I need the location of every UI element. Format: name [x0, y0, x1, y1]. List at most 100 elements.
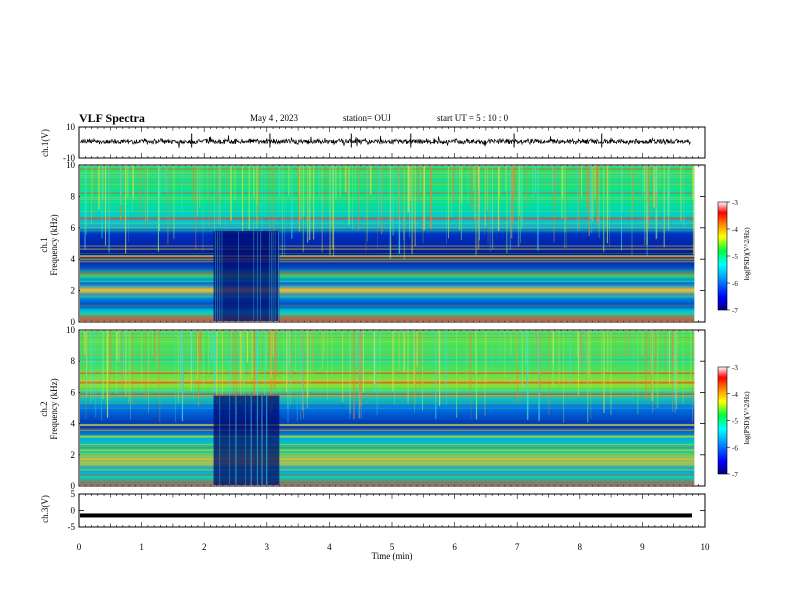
ch2-spectrogram-band	[80, 451, 695, 454]
ch2-spectrogram-streak	[548, 331, 550, 415]
ch1-spectrogram-band	[80, 211, 695, 212]
ch1-spectrogram-streak	[461, 166, 463, 203]
ch1-spectrogram-streak	[120, 166, 122, 205]
ch2-spectrogram-streak	[256, 331, 259, 422]
ch1-colorbar-tick-label: -6	[732, 280, 738, 288]
ch2-spectrogram-streak	[241, 331, 243, 380]
ch2-spectrogram-streak	[655, 331, 657, 372]
ch1-spectrogram-gap-line	[278, 230, 280, 321]
ch1-spectrogram-streak	[477, 166, 480, 249]
ch1-spectrogram-streak	[367, 166, 368, 242]
ch1-spectrogram-streak	[298, 166, 300, 226]
ch2-spectrogram-streak	[115, 331, 117, 394]
ch2-spectrogram-streak	[603, 331, 605, 413]
ch2-spectrogram-streak	[651, 331, 654, 402]
ch2-spectrogram-streak	[177, 331, 179, 404]
ch1-spectrogram-streak	[646, 166, 648, 256]
ch1-spectrogram-streak	[692, 166, 695, 255]
ch1-spectrogram-band	[80, 212, 695, 214]
ch1-spectrogram-streak	[517, 166, 520, 247]
ch2-colorbar-tick-label: -4	[732, 391, 738, 399]
ch2-spectrogram-streak	[95, 331, 97, 418]
x-tick-label: 7	[515, 542, 520, 552]
ch2-colorbar-tick-label: -3	[732, 364, 738, 372]
ch2-spectrogram-gap-line	[250, 395, 252, 485]
ch1-spectrogram-streak	[577, 166, 579, 232]
ch2-spectrogram-streak	[598, 331, 600, 372]
y-tick-label: 10	[66, 325, 76, 335]
ch1-spectrogram-band	[80, 192, 695, 194]
ch2-spectrogram-streak	[323, 331, 325, 359]
ch1-spectrogram-band	[80, 172, 695, 174]
ch1-spectrogram-band	[80, 206, 695, 208]
ch2-spectrogram-streak	[302, 331, 304, 411]
ch1-spectrogram-streak	[97, 166, 100, 210]
ch2-spectrogram-streak	[355, 331, 357, 365]
ch1-spectrogram-streak	[92, 166, 94, 200]
ch1-spectrogram-streak	[647, 166, 649, 204]
ch1-spectrogram-streak	[380, 166, 382, 218]
ch2-spectrogram-streak	[403, 331, 405, 373]
ch2-spectrogram-streak	[86, 331, 87, 391]
ch2-spectrogram-streak	[439, 331, 441, 406]
ch1-spectrogram-streak	[609, 166, 610, 247]
ch2-spectrogram-streak	[303, 331, 305, 419]
ch1-spectrogram-streak	[564, 166, 566, 233]
ch2-spectrogram-band	[80, 460, 695, 462]
ch1-spectrogram-streak	[475, 166, 477, 256]
ch1-spectrogram-streak	[644, 166, 645, 193]
ch1-spectrogram-streak	[505, 166, 506, 192]
ch1-spectrogram-streak	[261, 166, 263, 251]
ch2-spectrogram-streak	[289, 331, 291, 406]
ch1-spectrogram-streak	[414, 166, 416, 247]
ch2-spectrogram-streak	[587, 331, 589, 423]
ch1-spectrogram-streak	[279, 166, 281, 199]
ch2-spectrogram-streak	[233, 331, 235, 405]
ch1-spectrogram-streak	[147, 166, 148, 221]
ch1-spectrogram-gap-line	[271, 230, 272, 321]
ch1-spectrogram-band	[80, 306, 695, 308]
ch1-spectrogram-streak	[85, 166, 86, 251]
ch1-spectrogram-band	[80, 168, 695, 169]
ch2-spectrogram-streak	[108, 331, 111, 401]
ch2-spectrogram-streak	[151, 331, 154, 355]
ch2-spectrogram-streak	[676, 331, 678, 410]
ch1-spectrogram-streak	[472, 166, 474, 190]
ch2-spectrogram-band	[80, 475, 695, 477]
ch2-spectrogram-streak	[287, 331, 289, 372]
ch1-spectrogram-streak	[365, 166, 367, 252]
ch1-spectrogram-band	[80, 227, 695, 229]
ch1-spectrogram-streak	[366, 166, 368, 219]
ch1-spectrogram-streak	[643, 166, 646, 245]
y-tick-label: 6	[71, 223, 76, 233]
ch2-spectrogram-band	[80, 341, 695, 343]
ch1-spectrogram-gap-line	[217, 230, 218, 321]
ch1-spectrogram-streak	[552, 166, 554, 192]
ch2-spectrogram-image: -3 -4 -5 -6 -7	[80, 331, 738, 485]
ch1-spectrogram-streak	[264, 166, 266, 218]
ch1-spectrogram-streak	[318, 166, 321, 196]
ch1-spectrogram-streak	[158, 166, 160, 231]
ch1-spectrogram-streak	[478, 166, 480, 211]
ch2-spectrogram-streak	[526, 331, 529, 420]
y-tick-label: -10	[63, 153, 75, 163]
ch2-spectrogram-streak	[85, 331, 87, 419]
ch2-spectrogram-streak	[539, 331, 541, 399]
ch1-spectrogram-gap-line	[274, 230, 276, 321]
ch2-spectrogram-streak	[306, 331, 308, 409]
ch2-spectrogram-streak	[267, 331, 269, 368]
x-tick-label: 4	[327, 542, 332, 552]
y-tick-label: 0	[71, 506, 76, 516]
ch2-spectrogram-band	[80, 380, 695, 382]
ch1-spectrogram-streak	[339, 166, 341, 197]
ch1-spectrogram-streak	[307, 166, 309, 243]
ch2-spectrogram-gap-line	[235, 395, 236, 485]
ch2-spectrogram-streak	[392, 331, 394, 392]
ch1-spectrogram-streak	[476, 166, 478, 254]
ch1-spectrogram-streak	[389, 166, 391, 259]
ch1-spectrogram-streak	[329, 166, 331, 255]
ch2-spectrogram-band	[80, 402, 695, 404]
ch2-spectrogram-streak	[90, 331, 92, 403]
ch1-spectrogram-streak	[403, 166, 405, 241]
ch1-spectrogram-streak	[498, 166, 501, 197]
